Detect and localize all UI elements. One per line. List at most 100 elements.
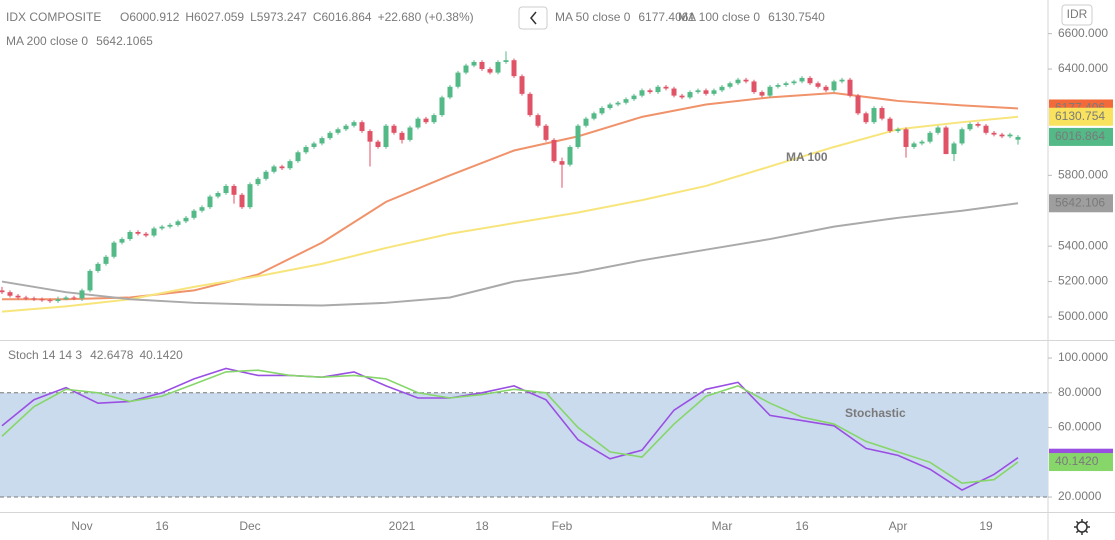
candle-body <box>367 131 373 142</box>
candle-body <box>495 61 501 73</box>
indicator-badge-bg <box>1049 453 1113 472</box>
candle-body <box>167 224 173 227</box>
candle-body <box>775 85 781 87</box>
candle-body <box>7 292 13 296</box>
candle-body <box>591 113 597 119</box>
candle-body <box>191 210 197 218</box>
candle-body <box>783 83 789 85</box>
line-series <box>2 91 1019 301</box>
collapse-button[interactable] <box>518 6 548 30</box>
candle-body <box>447 86 453 98</box>
y-tick-label: 80.0000 <box>1058 385 1102 399</box>
price-badge: 5642.106 <box>1055 195 1105 209</box>
candle-body <box>279 166 285 169</box>
candle-body <box>287 161 293 169</box>
candle-body <box>967 123 973 130</box>
ohlc-value: L5973.247 <box>250 10 307 24</box>
candle-body <box>719 86 725 91</box>
candle-body <box>695 90 701 93</box>
candle-body <box>95 263 101 271</box>
candle-body <box>983 125 989 133</box>
band <box>0 392 1048 498</box>
candle-body <box>31 298 37 300</box>
candle-body <box>383 125 389 147</box>
candle-body <box>63 297 69 300</box>
candle-body <box>487 69 493 73</box>
candle-body <box>823 86 829 91</box>
candle-body <box>199 207 205 211</box>
candle-body <box>615 102 621 105</box>
candle-body <box>927 132 933 142</box>
candle-body <box>479 61 485 70</box>
candle-body <box>879 108 885 119</box>
currency-button[interactable] <box>1061 4 1093 26</box>
candle-body <box>679 95 685 98</box>
legend-value: 6177.4061 <box>638 10 695 24</box>
candle-body <box>15 295 21 298</box>
y-tick-label: 100.0000 <box>1058 350 1108 364</box>
y-tick-label: 6600.000 <box>1058 26 1108 40</box>
x-tick-label: Nov <box>71 519 92 533</box>
candle-body <box>751 81 757 93</box>
candle-body <box>727 83 733 87</box>
x-tick-label: Feb <box>552 519 573 533</box>
x-tick-label: 19 <box>979 519 993 533</box>
candle-body <box>255 178 261 185</box>
candle-body <box>135 231 141 234</box>
ohlc-value: O6000.912 <box>120 10 180 24</box>
y-tick-label: 5800.000 <box>1058 167 1108 181</box>
candle-body <box>959 129 965 144</box>
candle-body <box>991 132 997 135</box>
candle-body <box>575 125 581 147</box>
candle-body <box>55 299 61 302</box>
candle-body <box>655 86 661 93</box>
candle-body <box>527 93 533 116</box>
candle-body <box>319 138 325 144</box>
candle-body <box>71 297 77 299</box>
candle-body <box>815 83 821 87</box>
candle-body <box>391 125 397 133</box>
candle-body <box>439 97 445 116</box>
legend-entry: 42.6478 <box>90 348 134 362</box>
candle-body <box>743 79 749 82</box>
ohlc-value: +22.680 (+0.38%) <box>378 10 474 24</box>
candle-body <box>767 86 773 96</box>
legend-entry: MA 50 close 0 <box>555 10 631 24</box>
candle-body <box>791 81 797 84</box>
candle-body <box>223 185 229 194</box>
price-badge-bg <box>1049 194 1113 213</box>
candle-body <box>735 79 741 84</box>
x-tick-label: 18 <box>475 519 489 533</box>
x-tick-label: 16 <box>795 519 809 533</box>
candle-body <box>887 118 893 132</box>
candle-body <box>0 290 5 293</box>
price-badge: 6016.864 <box>1055 129 1105 143</box>
candle-body <box>647 90 653 93</box>
y-tick-label: 20.0000 <box>1058 489 1102 503</box>
candle-body <box>935 127 941 133</box>
candle-body <box>431 115 437 123</box>
candle-body <box>847 79 853 96</box>
y-tick-label: 60.0000 <box>1058 420 1102 434</box>
candle-body <box>687 92 693 98</box>
y-tick-label: 6400.000 <box>1058 61 1108 75</box>
candle-body <box>375 141 381 147</box>
candle-body <box>455 72 461 87</box>
settings-icon[interactable] <box>1074 519 1090 535</box>
candle-body <box>839 79 845 82</box>
price-badge-bg <box>1049 107 1113 126</box>
candle-body <box>351 122 357 126</box>
candle-body <box>711 90 717 94</box>
candle-body <box>423 118 429 123</box>
candle-body <box>671 88 677 96</box>
candle-body <box>631 95 637 100</box>
chart-title: IDX COMPOSITE <box>6 10 101 24</box>
candle-body <box>503 60 509 62</box>
candle-body <box>87 270 93 291</box>
candle-body <box>79 290 85 299</box>
y-tick-label: 5200.000 <box>1058 274 1108 288</box>
candle-body <box>567 146 573 165</box>
candle-body <box>903 129 909 147</box>
candle-body <box>111 242 117 257</box>
